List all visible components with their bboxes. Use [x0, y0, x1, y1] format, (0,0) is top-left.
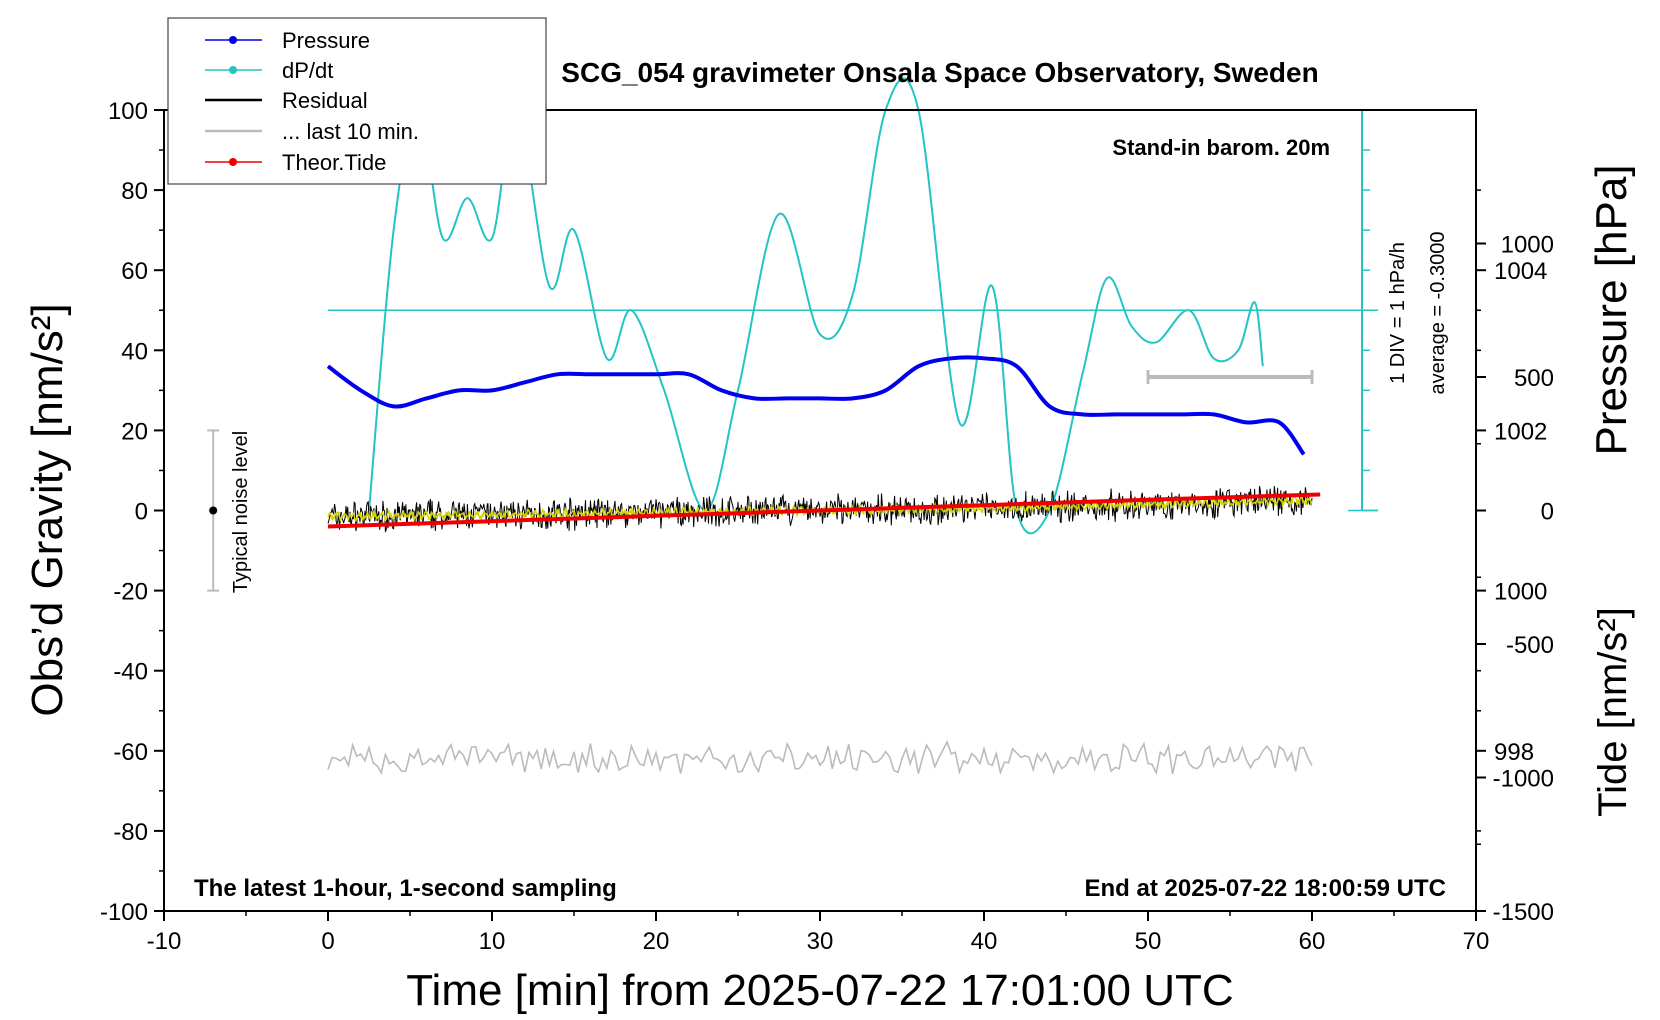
y-tick-label: 100 — [108, 98, 148, 125]
x-tick-label: 50 — [1135, 928, 1162, 955]
y-tick-label: 40 — [121, 338, 148, 365]
x-tick-label: 10 — [479, 928, 506, 955]
y-tick-label: 80 — [121, 178, 148, 205]
legend-marker-pressure — [229, 36, 237, 44]
average-label: average = -0.3000 — [1427, 232, 1449, 395]
x-tick-label: 0 — [321, 928, 334, 955]
tide-tick-label: -500 — [1506, 632, 1554, 659]
noise-level-label: Typical noise level — [230, 431, 252, 593]
y-tick-label: -40 — [113, 659, 148, 686]
pressure-tick-label: 998 — [1494, 739, 1534, 766]
x-tick-label: 60 — [1299, 928, 1326, 955]
tide-tick-label: -1500 — [1493, 899, 1554, 926]
series-layer — [207, 77, 1378, 776]
tide-tick-label: -1000 — [1493, 766, 1554, 793]
pressure-tick-label: 1000 — [1494, 579, 1547, 606]
y-axis-title-pressure: Pressure [hPa] — [1587, 164, 1636, 455]
series-pressure-line — [326, 355, 1306, 456]
y-tick-label: -100 — [100, 899, 148, 926]
y-tick-label: -80 — [113, 819, 148, 846]
legend: Pressure dP/dt Residual ... last 10 min.… — [167, 17, 547, 185]
legend-entry-tide: Theor.Tide — [282, 150, 386, 175]
div-label: 1 DIV = 1 hPa/h — [1387, 242, 1409, 384]
tide-tick-label: 0 — [1541, 499, 1554, 526]
x-tick-label: 20 — [643, 928, 670, 955]
end-time-label: End at 2025-07-22 18:00:59 UTC — [1085, 875, 1447, 902]
x-axis-title: Time [min] from 2025-07-22 17:01:00 UTC — [406, 966, 1233, 1015]
pressure-tick-label: 1002 — [1494, 418, 1547, 445]
legend-marker-tide — [229, 158, 237, 166]
x-tick-label: -10 — [147, 928, 182, 955]
legend-entry-dpdt: dP/dt — [282, 58, 333, 83]
y-tick-label: -20 — [113, 579, 148, 606]
x-tick-label: 30 — [807, 928, 834, 955]
tide-tick-label: 1000 — [1501, 232, 1554, 259]
legend-entry-pressure: Pressure — [282, 28, 370, 53]
y-tick-label: 0 — [135, 499, 148, 526]
x-tick-label: 40 — [971, 928, 998, 955]
x-tick-label: 70 — [1463, 928, 1490, 955]
legend-entry-residual: Residual — [282, 88, 368, 113]
tide-tick-label: 500 — [1514, 365, 1554, 392]
noise-marker — [209, 506, 218, 515]
series-tide-line — [327, 492, 1321, 529]
series-last10-trace — [327, 739, 1313, 776]
legend-marker-dpdt — [229, 66, 237, 74]
y-axis-title-left: Obs’d Gravity [nm/s²] — [23, 303, 72, 716]
y-axis-title-tide: Tide [nm/s²] — [1591, 607, 1635, 817]
stand-in-label: Stand-in barom. 20m — [1112, 135, 1330, 160]
series-dpdt-line — [368, 77, 1264, 535]
y-tick-label: 60 — [121, 258, 148, 285]
chart-title: SCG_054 gravimeter Onsala Space Observat… — [561, 57, 1318, 88]
y-tick-label: 20 — [121, 418, 148, 445]
pressure-tick-label: 1004 — [1494, 258, 1547, 285]
y-tick-label: -60 — [113, 739, 148, 766]
legend-entry-last10: ... last 10 min. — [282, 119, 419, 144]
latest-hour-label: The latest 1-hour, 1-second sampling — [194, 875, 617, 902]
axes-layer: -10 0 10 20 30 40 50 60 70-100-80-60-40-20020406… — [100, 98, 1554, 955]
